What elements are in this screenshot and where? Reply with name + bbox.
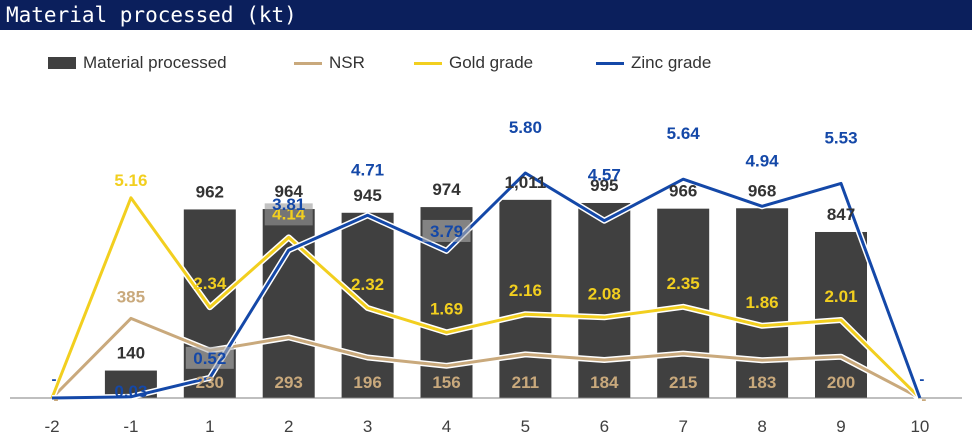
gold-label--1: 5.16: [114, 171, 147, 190]
gold-label-7: 2.35: [667, 274, 700, 293]
gold-line-halo: [49, 194, 923, 401]
x-tick-label--2: -2: [44, 417, 59, 436]
x-tick-label-4: 4: [442, 417, 451, 436]
x-tick-label-10: 10: [910, 417, 929, 436]
zinc-label-1: 0.52: [193, 349, 226, 368]
gold-label-9: 2.01: [824, 287, 857, 306]
bar-label-2: 964: [275, 182, 304, 201]
zinc-dash-10: -: [919, 371, 924, 388]
nsr-label-3: 196: [353, 373, 381, 392]
legend-label-gold: Gold grade: [449, 53, 534, 72]
x-tick-label-8: 8: [757, 417, 766, 436]
legend-label-material: Material processed: [83, 53, 227, 72]
x-tick-label-3: 3: [363, 417, 372, 436]
gold-label-5: 2.16: [509, 281, 542, 300]
nsr-label-9: 200: [827, 373, 855, 392]
zinc-label-8: 4.94: [746, 151, 780, 170]
legend-item-gold: Gold grade: [414, 53, 596, 73]
gold-label-8: 1.86: [746, 293, 779, 312]
legend-swatch-material: [48, 57, 76, 69]
gold-label-1: 2.34: [193, 274, 227, 293]
bar-label-4: 974: [432, 180, 461, 199]
bar-9: [815, 231, 867, 398]
zinc-label-bg-1: [185, 346, 234, 369]
nsr-line: [50, 316, 921, 400]
nsr-label-4: 156: [432, 373, 460, 392]
bar-label-1: 962: [196, 182, 224, 201]
zinc-label-bg-4: [422, 219, 471, 242]
zinc-label-7: 5.64: [667, 124, 701, 143]
legend-label-nsr: NSR: [329, 53, 365, 72]
legend: Material processed NSR Gold grade Zinc g…: [48, 50, 711, 76]
zinc-line: [51, 171, 922, 400]
legend-label-zinc: Zinc grade: [631, 53, 712, 72]
legend-swatch-gold: [414, 61, 442, 65]
zinc-label-6: 4.57: [588, 166, 621, 185]
legend-item-zinc: Zinc grade: [596, 53, 711, 73]
zinc-label--1: 0.03: [114, 382, 147, 401]
nsr-label-8: 183: [748, 373, 776, 392]
x-tick-label-6: 6: [600, 417, 609, 436]
legend-item-nsr: NSR: [294, 53, 414, 73]
bar-label-8: 968: [748, 181, 776, 200]
x-tick-label-5: 5: [521, 417, 530, 436]
bar-label-7: 966: [669, 182, 697, 201]
zinc-label-5: 5.80: [509, 118, 542, 137]
zinc-label-2: 3.81: [272, 195, 305, 214]
zinc-dash--2: -: [52, 371, 57, 388]
gold-line: [50, 196, 921, 400]
x-tick-label-2: 2: [284, 417, 293, 436]
legend-swatch-zinc: [596, 61, 624, 65]
nsr-label-1: 230: [196, 373, 224, 392]
gold-label-bg-2: [264, 203, 313, 226]
zinc-label-4: 3.79: [430, 222, 463, 241]
nsr-label-5: 211: [512, 373, 539, 392]
zinc-label-9: 5.53: [824, 128, 857, 147]
bar-7: [657, 208, 710, 398]
bar-6: [578, 202, 631, 398]
nsr-label-2: 293: [275, 373, 303, 392]
nsr-dash--2: -: [54, 391, 59, 408]
x-tick-label-9: 9: [836, 417, 845, 436]
gold-label-3: 2.32: [351, 275, 384, 294]
gold-label-2: 4.14: [272, 204, 306, 223]
nsr-label-7: 215: [669, 373, 697, 392]
x-tick-label--1: -1: [123, 417, 138, 436]
chart-title: Material processed (kt): [0, 0, 972, 30]
zinc-label-3: 4.71: [351, 160, 384, 179]
gold-label-4: 1.69: [430, 299, 463, 318]
bar-label-9: 847: [827, 205, 855, 224]
nsr-dash-10: -: [921, 391, 926, 408]
bar-label-3: 945: [353, 186, 381, 205]
bar-label-5: 1,011: [505, 173, 547, 192]
bar-8: [736, 208, 789, 398]
x-tick-label-1: 1: [205, 417, 214, 436]
nsr-label-6: 184: [590, 373, 619, 392]
legend-swatch-nsr: [294, 61, 322, 65]
gold-label-6: 2.08: [588, 284, 621, 303]
legend-item-material: Material processed: [48, 53, 294, 73]
bar-label-6: 995: [590, 176, 618, 195]
zinc-line-halo: [51, 170, 923, 401]
x-tick-label-7: 7: [678, 417, 687, 436]
bar-5: [499, 199, 552, 398]
bar-label--1: 140: [117, 344, 145, 363]
nsr-label--1: 385: [117, 287, 145, 306]
